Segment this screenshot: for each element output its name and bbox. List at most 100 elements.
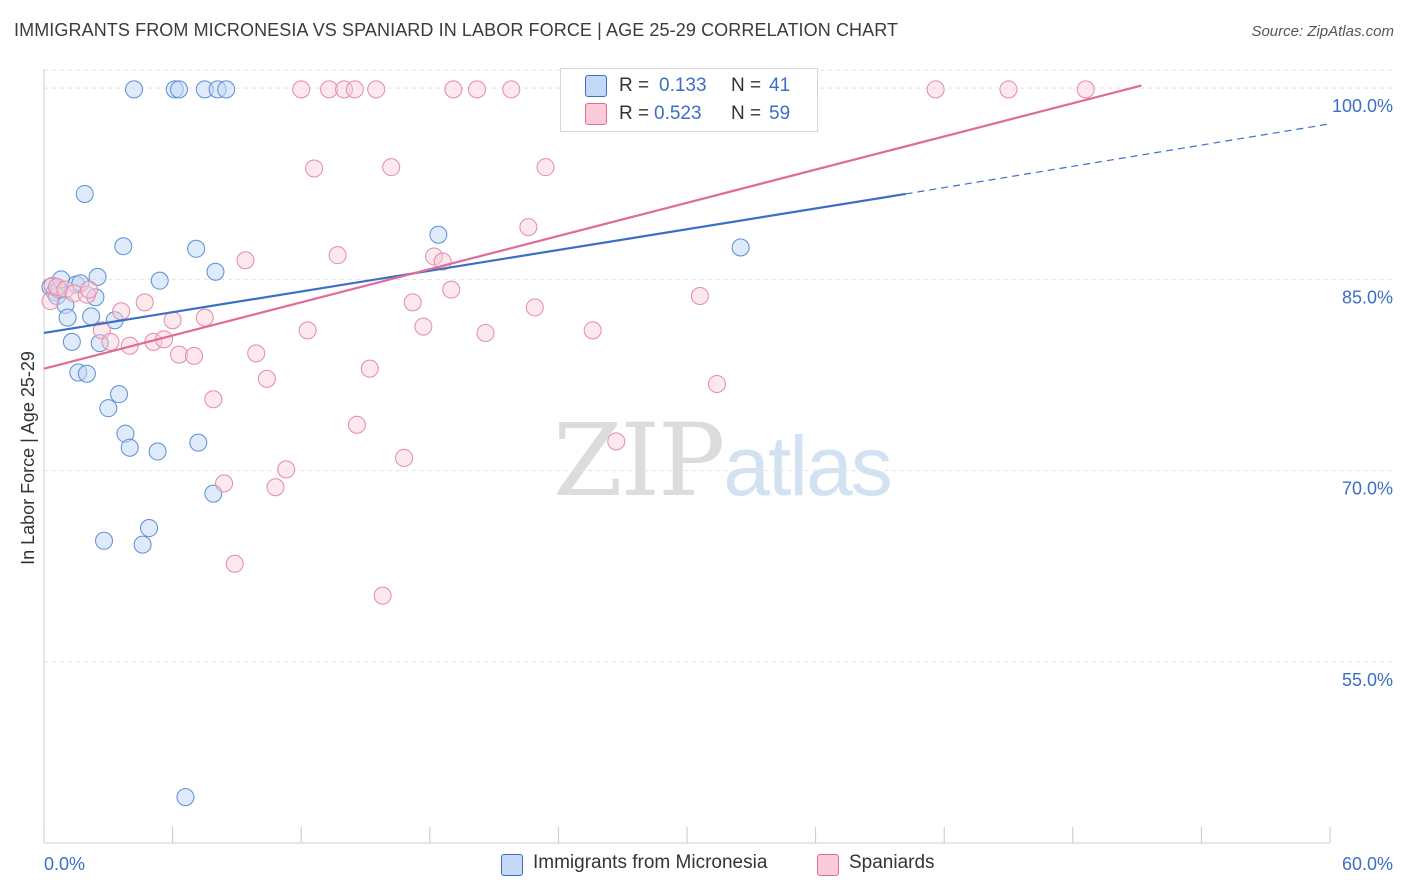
micronesia-point [88, 267, 107, 286]
spaniard-point [403, 293, 422, 312]
legend-swatch-pink [585, 103, 607, 125]
micronesia-point [114, 237, 133, 256]
spaniard-point [360, 359, 379, 378]
legend-stats: R = 0.133 N = 41 R = 0.523 N = 59 [560, 68, 818, 132]
micronesia-point [429, 225, 448, 244]
micronesia-point [120, 438, 139, 457]
spaniard-point [320, 80, 339, 99]
spaniard-point [204, 390, 223, 409]
spaniard-point [101, 332, 120, 351]
spaniard-point [442, 280, 461, 299]
micronesia-point [77, 364, 96, 383]
y-axis-label: In Labor Force | Age 25-29 [18, 351, 38, 565]
spaniard-point [367, 80, 386, 99]
spaniard-point [328, 246, 347, 265]
micronesia-point [189, 433, 208, 452]
spaniard-point [502, 80, 521, 99]
spaniard-point [292, 80, 311, 99]
spaniard-point [926, 80, 945, 99]
legend-n-value: 59 [769, 103, 791, 124]
spaniard-point [305, 159, 324, 178]
y-tick-label: 70.0% [1342, 479, 1393, 499]
micronesia-point [99, 399, 118, 418]
legend-swatch-blue [585, 75, 607, 97]
legend-swatch-blue [501, 854, 523, 876]
spaniard-point [185, 346, 204, 365]
spaniard-point [536, 158, 555, 177]
spaniard-point [999, 80, 1018, 99]
y-tick-label: 100.0% [1332, 96, 1393, 116]
x-tick-label: 60.0% [1342, 854, 1393, 874]
spaniard-point [476, 323, 495, 342]
micronesia-point [82, 307, 101, 326]
spaniard-point [444, 80, 463, 99]
spaniard-point [373, 586, 392, 605]
micronesia-point [206, 262, 225, 281]
micronesia-trendline [43, 192, 906, 335]
spaniard-point [467, 80, 486, 99]
spaniard-point [1076, 80, 1095, 99]
spaniard-point [690, 286, 709, 305]
spaniard-point [298, 321, 317, 340]
micronesia-point [140, 519, 159, 538]
source-label: Source: ZipAtlas.com [1251, 23, 1394, 40]
micronesia-point [133, 535, 152, 554]
micronesia-point [148, 442, 167, 461]
spaniard-point [583, 321, 602, 340]
micronesia-point [75, 184, 94, 203]
spaniard-point [170, 345, 189, 364]
spaniard-point [525, 298, 544, 317]
spaniard-point [414, 317, 433, 336]
micronesia-point [217, 80, 236, 99]
legend-n-value: 41 [769, 75, 791, 96]
spaniard-point [236, 251, 255, 270]
spaniard-point [257, 369, 276, 388]
micronesia-point [176, 788, 195, 807]
micronesia-trendline-extension [905, 123, 1331, 195]
legend-n-label: N = [731, 103, 762, 124]
spaniard-point [345, 80, 364, 99]
legend-r-label: R = [619, 75, 650, 96]
micronesia-point [125, 80, 144, 99]
spaniard-point [56, 280, 75, 299]
y-tick-label: 85.0% [1342, 287, 1393, 307]
spaniard-point [112, 302, 131, 321]
spaniard-point [225, 554, 244, 573]
legend-label: Spaniards [849, 852, 935, 873]
spaniard-point [347, 415, 366, 434]
spaniard-point [80, 280, 99, 299]
micronesia-point [150, 271, 169, 290]
spaniard-point [247, 344, 266, 363]
spaniard-point [382, 158, 401, 177]
watermark: ZIPatlas [553, 402, 893, 519]
legend-r-label: R = [619, 103, 650, 124]
legend-label: Immigrants from Micronesia [533, 852, 768, 873]
micronesia-point [187, 239, 206, 258]
x-tick-label: 0.0% [44, 854, 85, 874]
micronesia-point [58, 308, 77, 327]
legend-r-value: 0.523 [654, 103, 702, 124]
spaniard-point [607, 432, 626, 451]
spaniard-trendline [43, 84, 1142, 370]
spaniard-point [519, 218, 538, 237]
micronesia-point [110, 385, 129, 404]
spaniard-point [65, 284, 84, 303]
chart-title: IMMIGRANTS FROM MICRONESIA VS SPANIARD I… [14, 20, 899, 40]
watermark-zip: ZIP [553, 402, 725, 519]
micronesia-point [731, 238, 750, 257]
spaniard-point [708, 374, 727, 393]
spaniard-point [425, 247, 444, 266]
micronesia-point [95, 531, 114, 550]
watermark-atlas: atlas [723, 419, 892, 513]
spaniard-point [335, 80, 354, 99]
spaniard-point [215, 474, 234, 493]
micronesia-point [62, 332, 81, 351]
legend-swatch-pink [817, 854, 839, 876]
spaniard-point [277, 460, 296, 479]
y-tick-label: 55.0% [1342, 670, 1393, 690]
legend-r-value: 0.133 [659, 75, 707, 96]
micronesia-point [170, 80, 189, 99]
spaniard-point [266, 478, 285, 497]
spaniard-point [135, 293, 154, 312]
